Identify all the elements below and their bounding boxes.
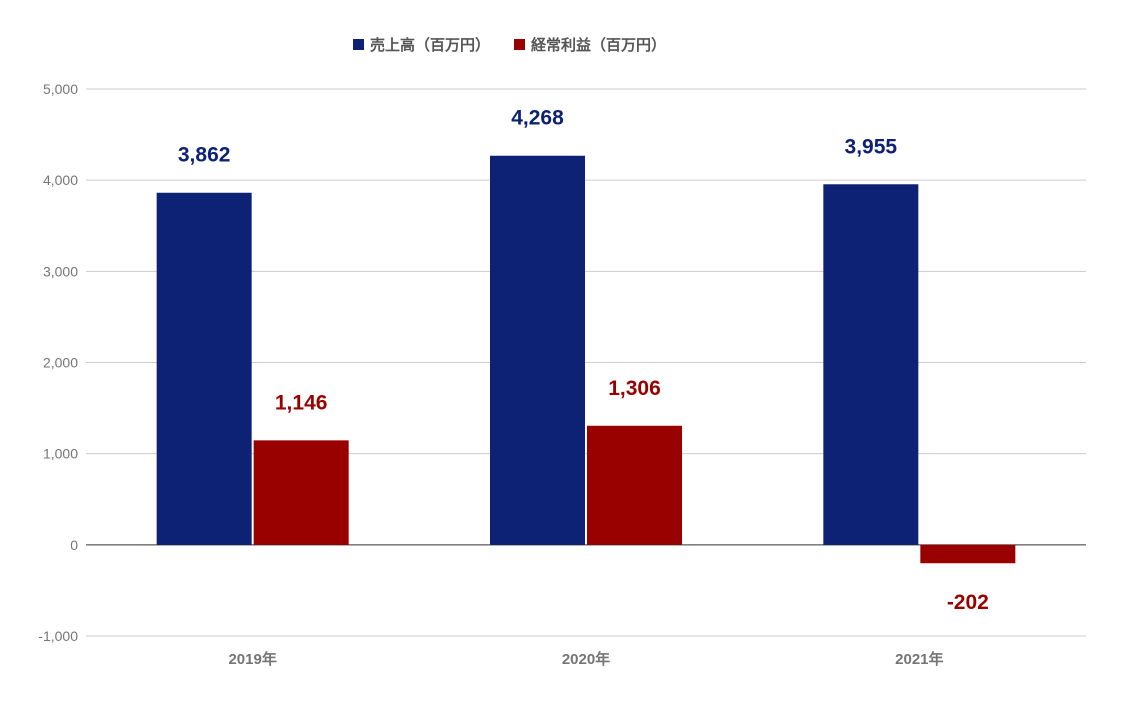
data-label: -202 (947, 591, 989, 614)
y-tick-label: 3,000 (43, 263, 78, 279)
data-label: 1,146 (275, 391, 328, 414)
legend-label: 経常利益（百万円） (531, 36, 666, 54)
y-tick-label: -1,000 (38, 628, 78, 644)
y-axis-ticks: 5,000 4,000 3,000 2,000 1,000 0 -1,000 (38, 81, 78, 644)
bar (920, 544, 1016, 564)
data-label: 3,862 (178, 144, 231, 167)
x-category-label: 2020年 (562, 650, 610, 668)
data-labels: 3,862 1,146 4,268 1,306 3,955 -202 (178, 107, 989, 615)
bar (490, 155, 585, 545)
y-tick-label: 2,000 (43, 355, 78, 371)
y-tick-label: 1,000 (43, 446, 78, 462)
x-category-label: 2019年 (228, 650, 276, 668)
bar (823, 184, 919, 545)
data-label: 1,306 (608, 377, 661, 400)
x-category-label: 2021年 (895, 650, 943, 668)
legend-label: 売上高（百万円） (370, 36, 490, 54)
x-axis-categories: 2019年 2020年 2021年 (228, 650, 943, 668)
data-label: 4,268 (511, 107, 564, 130)
legend-swatch (353, 39, 364, 50)
y-tick-label: 0 (70, 537, 78, 553)
bar (156, 192, 252, 545)
bar (587, 425, 682, 545)
gridlines (86, 88, 1086, 637)
bars (156, 155, 1016, 564)
y-tick-label: 4,000 (43, 172, 78, 188)
bar (253, 440, 349, 545)
y-tick-label: 5,000 (43, 81, 78, 97)
data-label: 3,955 (845, 135, 898, 158)
legend: 売上高（百万円） 経常利益（百万円） (353, 36, 666, 54)
legend-swatch (514, 39, 525, 50)
